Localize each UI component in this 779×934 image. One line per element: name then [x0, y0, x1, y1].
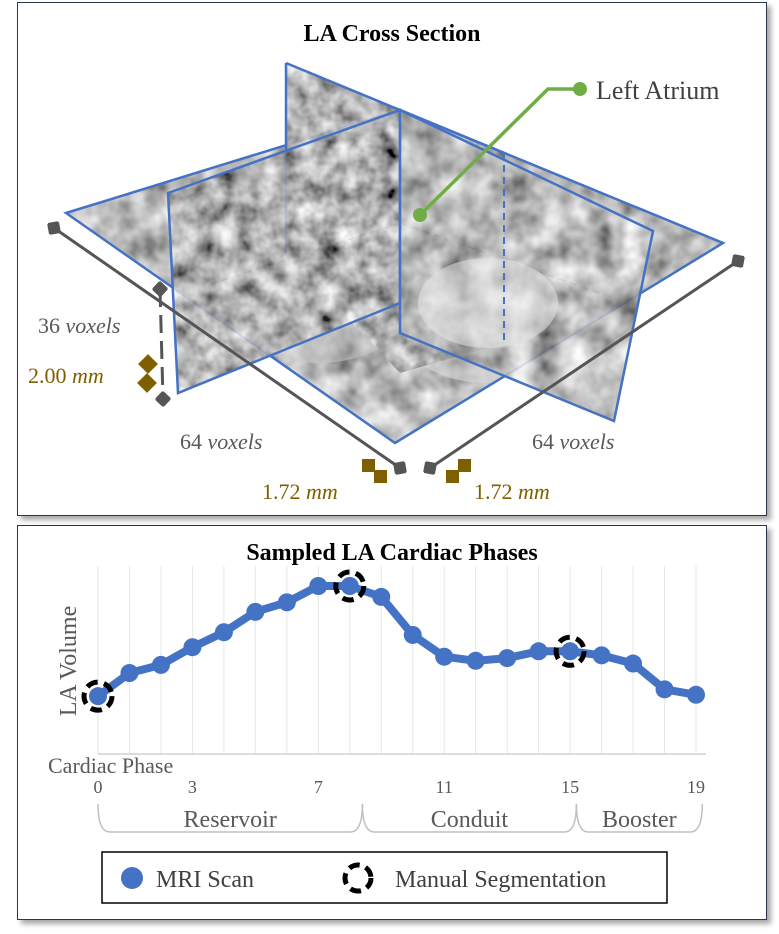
legend-mri-label: MRI Scan: [156, 867, 254, 893]
segmentation-marker: [81, 679, 115, 713]
data-point: [655, 680, 674, 699]
x-tick-label: 0: [94, 777, 103, 797]
phase-bracket: [361, 803, 578, 833]
cardiac-phases-panel: Sampled LA Cardiac Phases LA Volume Card…: [17, 525, 767, 920]
spacing-left-label: 1.72 mm: [262, 479, 338, 504]
depth-mm-label: 2.00 mm: [28, 363, 104, 388]
data-point: [372, 587, 391, 606]
x-tick-label: 19: [687, 777, 705, 797]
data-point: [340, 577, 359, 595]
chart-title: Sampled LA Cardiac Phases: [246, 540, 537, 566]
spacing-left-icon: [362, 459, 387, 483]
data-point: [435, 647, 454, 666]
cross-section-title: LA Cross Section: [304, 21, 481, 47]
data-point: [624, 654, 643, 673]
x-tick-labels: 0 3 7 11 15 19: [94, 777, 706, 797]
manual-segmentation-markers: [81, 569, 587, 713]
width-dimension-right: [430, 261, 738, 468]
left-atrium-label: Left Atrium: [596, 76, 719, 105]
left-atrium-callout-dot: [413, 208, 427, 222]
segmentation-marker: [333, 569, 367, 603]
x-tick-label: 15: [561, 777, 579, 797]
phase-bracket: [575, 803, 704, 833]
data-point: [120, 664, 139, 683]
la-cross-section-panel: LA Cross Section Left Atrium: [17, 2, 767, 516]
x-tick-label: 3: [188, 777, 197, 797]
phase-brackets: Reservoir Conduit Booster: [97, 803, 704, 833]
phase-bracket: [97, 803, 364, 833]
data-point: [214, 623, 233, 642]
spacing-right-label: 1.72 mm: [474, 479, 550, 504]
data-point: [466, 651, 485, 670]
x-axis-label: Cardiac Phase: [48, 753, 173, 778]
data-point: [529, 642, 548, 661]
width-voxels-right-label: 64 voxels: [532, 429, 614, 454]
left-atrium-callout-end: [573, 82, 587, 96]
segmentation-marker: [553, 634, 587, 668]
data-point: [89, 687, 107, 706]
depth-spacing-icon: [137, 354, 158, 393]
phase-label: Reservoir: [184, 807, 277, 833]
chart-legend: MRI Scan Manual Segmentation: [101, 851, 668, 904]
data-point: [183, 638, 202, 657]
data-point: [151, 655, 170, 674]
data-point: [561, 642, 580, 661]
phase-label: Conduit: [431, 807, 509, 833]
mri-scan-series: [89, 577, 705, 706]
x-tick-label: 11: [436, 777, 453, 797]
y-axis-label: LA Volume: [56, 606, 82, 716]
data-point: [498, 649, 517, 668]
depth-voxels-label: 36 voxels: [38, 313, 120, 338]
data-point: [403, 625, 422, 644]
data-point: [687, 685, 705, 704]
legend-segmentation-label: Manual Segmentation: [395, 867, 606, 893]
data-point: [309, 577, 328, 595]
x-tick-label: 7: [314, 777, 323, 797]
legend-mri-marker: [121, 867, 143, 889]
phase-label: Booster: [602, 807, 677, 833]
width-voxels-left-label: 64 voxels: [180, 429, 262, 454]
left-atrium-callout-line: [418, 87, 580, 217]
data-point: [592, 646, 611, 665]
data-point: [277, 593, 296, 612]
cardiac-phases-chart: Sampled LA Cardiac Phases LA Volume Card…: [48, 540, 706, 904]
width-dimension-left: [54, 228, 400, 468]
cross-section-figure: LA Cross Section Left Atrium: [28, 21, 766, 504]
depth-dimension-line: [160, 289, 163, 399]
spacing-right-icon: [446, 459, 471, 483]
legend-segmentation-marker: [342, 862, 374, 894]
data-point: [246, 602, 265, 621]
